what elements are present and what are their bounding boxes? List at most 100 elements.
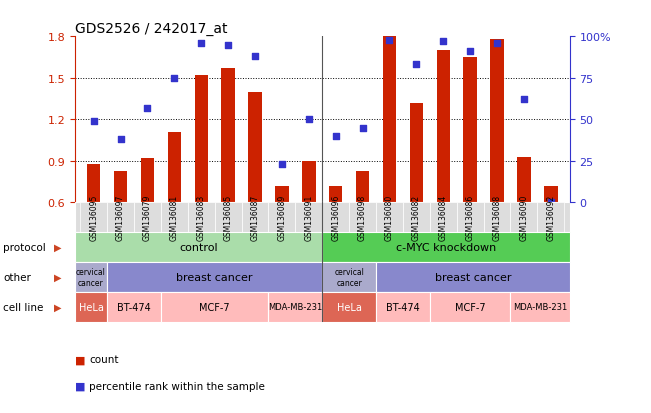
Point: [331, 133, 341, 140]
Point: [492, 40, 502, 47]
Text: ▶: ▶: [53, 273, 61, 282]
Text: GSM136081: GSM136081: [170, 195, 179, 241]
Text: ▶: ▶: [53, 242, 61, 253]
Bar: [430, 292, 510, 322]
Text: GSM136089: GSM136089: [277, 195, 286, 241]
Point: [303, 117, 314, 123]
Bar: [322, 263, 376, 292]
Bar: [403, 203, 430, 233]
Text: protocol: protocol: [3, 242, 46, 253]
Text: percentile rank within the sample: percentile rank within the sample: [89, 381, 265, 391]
Point: [465, 49, 475, 55]
Text: breast cancer: breast cancer: [435, 273, 511, 282]
Point: [169, 75, 180, 82]
Bar: [107, 292, 161, 322]
Bar: [161, 292, 268, 322]
Bar: [430, 203, 457, 233]
Bar: [107, 203, 134, 233]
Point: [143, 105, 153, 112]
Bar: [296, 203, 322, 233]
Bar: [322, 203, 349, 233]
Bar: [376, 203, 403, 233]
Bar: [268, 203, 296, 233]
Bar: [510, 203, 537, 233]
Text: GSM136096: GSM136096: [331, 195, 340, 241]
Bar: [75, 263, 107, 292]
Bar: [537, 203, 564, 233]
Bar: [356, 171, 369, 203]
Text: cervical
cancer: cervical cancer: [334, 268, 364, 287]
Bar: [161, 203, 187, 233]
Bar: [242, 203, 268, 233]
Text: GSM136079: GSM136079: [143, 195, 152, 241]
Bar: [383, 37, 396, 203]
Bar: [215, 203, 242, 233]
Text: BT-474: BT-474: [386, 302, 420, 312]
Bar: [114, 171, 128, 203]
Text: GSM136086: GSM136086: [465, 195, 475, 241]
Text: c-MYC knockdown: c-MYC knockdown: [396, 242, 496, 253]
Bar: [168, 133, 181, 203]
Text: GSM136095: GSM136095: [89, 195, 98, 241]
Bar: [376, 292, 430, 322]
Bar: [409, 103, 423, 203]
Point: [546, 199, 556, 206]
Point: [277, 161, 287, 168]
Text: GSM136090: GSM136090: [519, 195, 529, 241]
Text: MDA-MB-231: MDA-MB-231: [268, 303, 322, 312]
Text: count: count: [89, 354, 118, 364]
Text: MDA-MB-231: MDA-MB-231: [513, 303, 567, 312]
Bar: [544, 186, 557, 203]
Text: GSM136082: GSM136082: [412, 195, 421, 241]
Text: GSM136097: GSM136097: [116, 195, 125, 241]
Text: GSM136088: GSM136088: [493, 195, 501, 241]
Bar: [75, 292, 107, 322]
Text: GSM136091: GSM136091: [304, 195, 313, 241]
Text: control: control: [179, 242, 218, 253]
Point: [196, 40, 206, 47]
Text: ■: ■: [75, 381, 85, 391]
Text: GSM136080: GSM136080: [385, 195, 394, 241]
Text: MCF-7: MCF-7: [455, 302, 486, 312]
Point: [89, 119, 99, 125]
Bar: [268, 292, 322, 322]
Text: GSM136084: GSM136084: [439, 195, 448, 241]
Text: GSM136085: GSM136085: [224, 195, 232, 241]
Point: [357, 125, 368, 132]
Bar: [87, 164, 100, 203]
Point: [115, 137, 126, 143]
Text: GSM136083: GSM136083: [197, 195, 206, 241]
Bar: [134, 203, 161, 233]
Bar: [275, 186, 288, 203]
Point: [438, 39, 449, 45]
Bar: [510, 292, 570, 322]
Bar: [349, 203, 376, 233]
Point: [411, 62, 422, 69]
Bar: [457, 203, 484, 233]
Text: ▶: ▶: [53, 302, 61, 312]
Text: GSM136092: GSM136092: [546, 195, 555, 241]
Bar: [107, 263, 322, 292]
Bar: [517, 157, 531, 203]
Point: [384, 37, 395, 44]
Text: breast cancer: breast cancer: [176, 273, 253, 282]
Point: [250, 54, 260, 60]
Text: GSM136087: GSM136087: [251, 195, 260, 241]
Bar: [141, 159, 154, 203]
Bar: [221, 69, 235, 203]
Text: GDS2526 / 242017_at: GDS2526 / 242017_at: [75, 22, 227, 36]
Text: other: other: [3, 273, 31, 282]
Bar: [322, 292, 376, 322]
Text: cervical
cancer: cervical cancer: [76, 268, 106, 287]
Bar: [302, 161, 316, 203]
Text: HeLa: HeLa: [79, 302, 104, 312]
Text: ■: ■: [75, 354, 85, 364]
Bar: [248, 93, 262, 203]
Text: BT-474: BT-474: [117, 302, 151, 312]
Point: [519, 97, 529, 103]
Bar: [329, 186, 342, 203]
Bar: [75, 203, 570, 233]
Text: cell line: cell line: [3, 302, 44, 312]
Bar: [464, 58, 477, 203]
Bar: [195, 76, 208, 203]
